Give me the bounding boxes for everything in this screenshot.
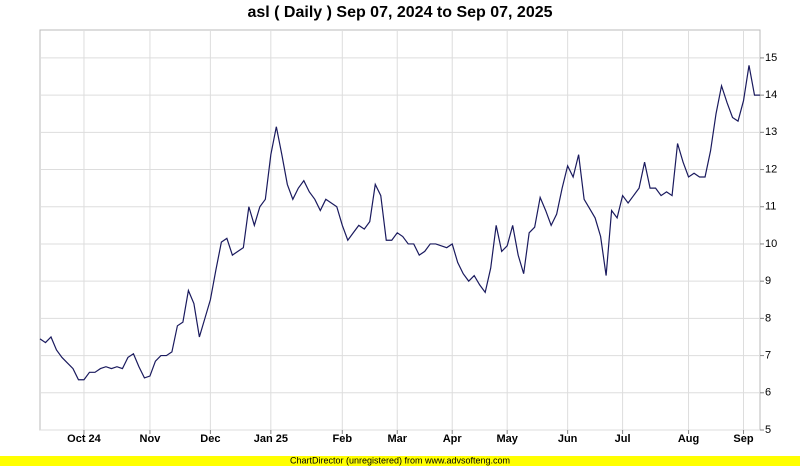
x-tick-label: Jul [615, 433, 631, 445]
x-tick-label: Jun [558, 433, 578, 445]
y-tick-label: 6 [765, 387, 771, 399]
x-tick-label: May [496, 433, 518, 445]
x-tick-label: Apr [443, 433, 463, 445]
price-line [39, 65, 760, 381]
x-tick-label: Aug [678, 433, 699, 445]
x-tick-label: Jan 25 [254, 433, 288, 445]
x-tick-label: Sep [733, 433, 753, 445]
x-tick-label: Nov [140, 433, 162, 445]
chart-title: asl ( Daily ) Sep 07, 2024 to Sep 07, 20… [247, 4, 552, 21]
y-tick-label: 13 [765, 126, 777, 138]
y-tick-label: 8 [765, 312, 771, 324]
y-tick-label: 7 [765, 349, 771, 361]
footer: ChartDirector (unregistered) from www.ad… [290, 455, 510, 465]
footer-bar [0, 456, 800, 466]
x-tick-label: Feb [333, 433, 353, 445]
y-tick-label: 5 [765, 424, 771, 436]
y-tick-label: 12 [765, 163, 777, 175]
x-tick-label: Mar [387, 433, 407, 445]
x-tick-label: Dec [200, 433, 220, 445]
y-tick-label: 11 [765, 201, 776, 213]
x-tick-label: Oct 24 [67, 433, 102, 445]
plot-area [39, 29, 761, 431]
y-tick-label: 15 [765, 52, 777, 64]
y-tick-label: 14 [765, 89, 777, 101]
y-tick-label: 9 [765, 275, 771, 287]
y-tick-label: 10 [765, 238, 777, 250]
